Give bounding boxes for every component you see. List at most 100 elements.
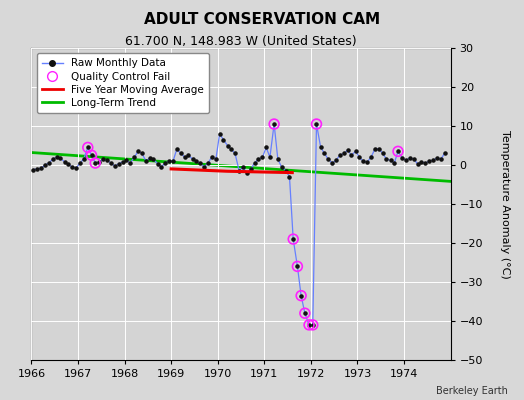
Point bbox=[227, 146, 235, 153]
Point bbox=[312, 121, 321, 127]
Point bbox=[285, 174, 293, 180]
Text: ADULT CONSERVATION CAM: ADULT CONSERVATION CAM bbox=[144, 12, 380, 27]
Point bbox=[235, 168, 243, 174]
Point bbox=[293, 263, 302, 270]
Point bbox=[406, 155, 414, 161]
Point bbox=[149, 156, 158, 162]
Point bbox=[200, 164, 209, 170]
Point bbox=[75, 160, 84, 166]
Point bbox=[254, 156, 263, 162]
Point bbox=[165, 158, 173, 164]
Point bbox=[103, 157, 111, 164]
Point bbox=[347, 152, 356, 158]
Point bbox=[398, 155, 407, 161]
Legend: Raw Monthly Data, Quality Control Fail, Five Year Moving Average, Long-Term Tren: Raw Monthly Data, Quality Control Fail, … bbox=[37, 53, 209, 113]
Point bbox=[177, 150, 185, 156]
Point bbox=[122, 157, 130, 164]
Point bbox=[320, 150, 329, 156]
Point bbox=[126, 160, 134, 166]
Point bbox=[250, 160, 259, 166]
Point bbox=[429, 157, 437, 164]
Point bbox=[274, 156, 282, 162]
Point bbox=[390, 160, 398, 166]
Point bbox=[172, 146, 181, 153]
Point bbox=[189, 156, 197, 162]
Point bbox=[68, 164, 76, 170]
Point bbox=[52, 154, 61, 160]
Point bbox=[370, 146, 379, 153]
Point bbox=[146, 155, 154, 161]
Point bbox=[231, 150, 239, 156]
Point bbox=[270, 121, 278, 127]
Point bbox=[301, 310, 309, 316]
Point bbox=[88, 152, 96, 158]
Point bbox=[95, 159, 104, 165]
Point bbox=[335, 152, 344, 158]
Point bbox=[417, 159, 425, 165]
Point bbox=[247, 166, 255, 172]
Point bbox=[410, 156, 418, 162]
Point bbox=[270, 121, 278, 127]
Point bbox=[328, 160, 336, 166]
Point bbox=[60, 159, 69, 165]
Point bbox=[41, 162, 49, 168]
Point bbox=[312, 121, 321, 127]
Point bbox=[239, 164, 247, 170]
Point bbox=[394, 148, 402, 154]
Point bbox=[204, 160, 212, 166]
Point bbox=[138, 150, 146, 156]
Point bbox=[184, 152, 193, 158]
Point bbox=[436, 156, 445, 162]
Point bbox=[309, 322, 317, 328]
Point bbox=[134, 148, 143, 154]
Point bbox=[266, 154, 274, 160]
Point bbox=[130, 154, 138, 160]
Point bbox=[297, 292, 305, 299]
Point bbox=[84, 144, 92, 151]
Point bbox=[91, 160, 100, 166]
Point bbox=[157, 164, 166, 170]
Point bbox=[208, 154, 216, 160]
Point bbox=[29, 166, 38, 173]
Point bbox=[367, 154, 375, 160]
Point bbox=[258, 154, 267, 160]
Point bbox=[316, 144, 325, 151]
Point bbox=[169, 158, 177, 164]
Point bbox=[332, 157, 340, 164]
Point bbox=[64, 161, 72, 168]
Point bbox=[359, 158, 367, 164]
Point bbox=[219, 136, 227, 143]
Point bbox=[154, 161, 162, 167]
Point bbox=[382, 156, 390, 162]
Point bbox=[99, 156, 107, 162]
Point bbox=[192, 158, 201, 164]
Point bbox=[243, 170, 251, 176]
Point bbox=[212, 156, 220, 162]
Point bbox=[142, 158, 150, 164]
Point bbox=[363, 159, 372, 165]
Point bbox=[88, 152, 96, 158]
Point bbox=[386, 157, 395, 164]
Point bbox=[301, 310, 309, 316]
Point bbox=[305, 322, 313, 328]
Point bbox=[262, 144, 270, 151]
Point bbox=[425, 158, 433, 164]
Point bbox=[161, 160, 169, 166]
Point bbox=[56, 155, 64, 161]
Point bbox=[340, 150, 348, 156]
Point bbox=[49, 156, 57, 162]
Point bbox=[215, 130, 224, 137]
Point bbox=[375, 146, 383, 152]
Point bbox=[421, 160, 430, 166]
Point bbox=[180, 154, 189, 160]
Point bbox=[114, 161, 123, 167]
Point bbox=[107, 160, 115, 166]
Point bbox=[402, 157, 410, 164]
Point bbox=[394, 148, 402, 154]
Point bbox=[293, 263, 302, 270]
Point bbox=[91, 160, 100, 166]
Point bbox=[80, 156, 88, 162]
Point bbox=[433, 155, 441, 161]
Point bbox=[223, 142, 232, 149]
Point bbox=[440, 150, 449, 156]
